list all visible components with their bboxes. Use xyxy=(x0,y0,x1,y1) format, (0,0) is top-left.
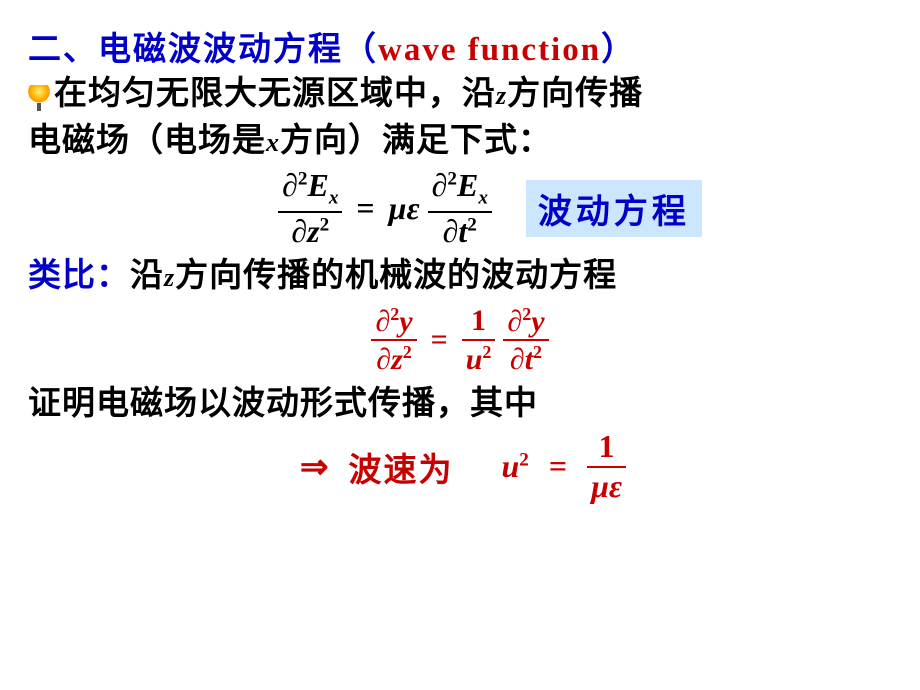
mech-rhs: ∂2y ∂t2 xyxy=(503,305,548,376)
mech-equals: = xyxy=(431,323,448,357)
wave-eq-label: 波动方程 xyxy=(526,180,702,237)
wave-equation-em: ∂2Ex ∂z2 = με ∂2Ex ∂t2 波动方程 xyxy=(88,169,892,248)
u-squared: u2 xyxy=(501,448,528,485)
implies-arrow: ⇒ xyxy=(300,447,329,487)
var-x: x xyxy=(266,128,280,157)
speed-equals: = xyxy=(549,448,567,485)
var-z: z xyxy=(496,81,507,110)
intro-part1: 在均匀无限大无源区域中，沿 xyxy=(54,76,496,112)
cmp-prefix: 类比： xyxy=(28,258,130,294)
mech-coeff: 1 u2 xyxy=(462,305,496,375)
speed-fraction: 1 με xyxy=(587,430,626,503)
paren-close: ） xyxy=(601,32,636,68)
intro-line-1: 在均匀无限大无源区域中，沿z方向传播 xyxy=(28,72,892,117)
proof-line: 证明电磁场以波动形式传播，其中 xyxy=(28,382,892,427)
equals-sign: = xyxy=(356,190,374,227)
intro-part4: 方向）满足下式： xyxy=(280,123,552,159)
intro-part3: 电磁场（电场是 xyxy=(28,123,266,159)
speed-text: 波速为 xyxy=(348,443,453,491)
mech-lhs: ∂2y ∂z2 xyxy=(371,305,416,376)
comparison-line: 类比：沿z方向传播的机械波的波动方程 xyxy=(28,254,892,299)
cmp-part2: 沿 xyxy=(130,258,164,294)
lhs-fraction: ∂2Ex ∂z2 xyxy=(278,169,342,248)
wave-equation-mech: ∂2y ∂z2 = 1 u2 ∂2y ∂t2 xyxy=(28,305,892,376)
section-title: 二、电磁波波动方程（wave function） xyxy=(28,22,892,70)
title-prefix: 二、电磁波波动方程 xyxy=(28,32,343,68)
intro-part2: 方向传播 xyxy=(507,76,643,112)
mu-eps: με xyxy=(389,190,420,227)
rhs-fraction: ∂2Ex ∂t2 xyxy=(428,169,492,248)
wave-function-en: wave function xyxy=(378,32,601,68)
wave-speed-line: ⇒ 波速为 u2 = 1 με xyxy=(28,430,892,503)
bullet-icon xyxy=(28,85,50,107)
paren-open: （ xyxy=(343,32,378,68)
cmp-part3: 方向传播的机械波的波动方程 xyxy=(175,258,617,294)
cmp-var-z: z xyxy=(164,263,175,292)
intro-line-2: 电磁场（电场是x方向）满足下式： xyxy=(28,119,892,164)
